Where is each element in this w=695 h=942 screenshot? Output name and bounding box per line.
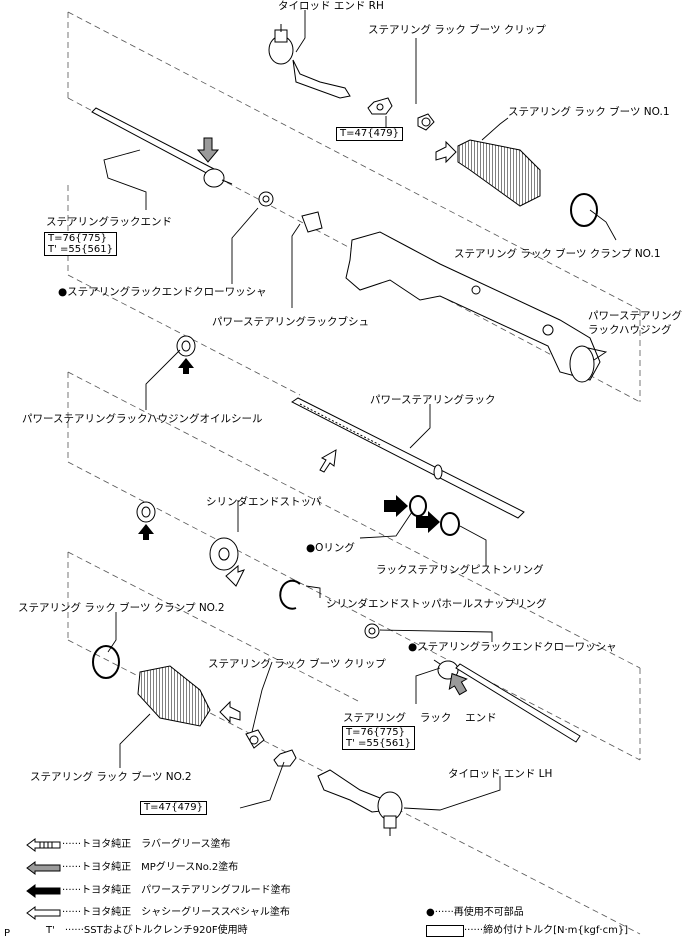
torque-rack-end-bottom-t: T=76{775} xyxy=(346,727,406,738)
rack-end-bottom xyxy=(433,659,581,743)
label-claw-washer-top: ●ステアリングラックエンドクローワッシャ xyxy=(58,286,267,298)
nut-bottom xyxy=(273,749,297,767)
chassis-grease-arrow-stopper xyxy=(225,564,245,587)
tie-rod-end-rh xyxy=(268,24,351,99)
corner-mark: P xyxy=(4,928,11,939)
mp-grease-arrow-rack-end-bottom xyxy=(448,672,468,696)
legend-non-reusable: ●······再使用不可部品 xyxy=(426,907,524,918)
boot-clip-bottom xyxy=(245,729,265,749)
legend-sst: T' ······SSTおよびトルクレンチ920F使用時 xyxy=(46,925,248,936)
chassis-grease-arrow-rack xyxy=(319,449,337,473)
torque-rack-end-top-t: T=76{775} xyxy=(48,233,108,244)
label-boot-no1: ステアリング ラック ブーツ NO.1 xyxy=(508,106,670,118)
cylinder-end-stopper xyxy=(209,537,239,571)
torque-legend-icon xyxy=(426,925,464,937)
rubber-grease-arrow-boot2 xyxy=(219,700,241,724)
mp-grease-arrow-rack-end-top xyxy=(196,137,220,163)
label-boot-no2: ステアリング ラック ブーツ NO.2 xyxy=(30,771,192,783)
torque-box-rack-end-bottom: T=76{775} T' =55{561} xyxy=(342,726,415,750)
label-boot-clip-bottom: ステアリング ラック ブーツ クリップ xyxy=(208,658,386,670)
label-rack-bush: パワーステアリングラックブシュ xyxy=(212,316,369,328)
legend-rubber-grease: ······トヨタ純正 ラバーグリース塗布 xyxy=(62,839,231,850)
label-rack-end-top: ステアリングラックエンド xyxy=(46,216,172,228)
claw-washer-top xyxy=(258,191,274,207)
label-housing-line2: ラックハウジング xyxy=(588,324,672,336)
rack-end-top xyxy=(91,107,233,188)
rack-boot-no2 xyxy=(137,665,211,727)
torque-box-rack-end-top: T=76{775} T' =55{561} xyxy=(44,232,117,256)
legend-torque-spec: ······締め付けトルク[N·m{kgf·cm}] xyxy=(464,925,629,936)
label-claw-washer-bottom: ●ステアリングラックエンドクローワッシャ xyxy=(408,641,617,653)
boot-clamp-no2 xyxy=(92,645,120,679)
legend-psf: ······トヨタ純正 パワーステアリングフルード塗布 xyxy=(62,885,291,896)
rubber-grease-arrow-boot1 xyxy=(435,140,457,164)
label-oil-seal: パワーステアリングラックハウジングオイルシール xyxy=(22,413,263,425)
label-tie-rod-end-lh: タイロッド エンド LH xyxy=(448,768,553,780)
torque-box-nut-bottom: T=47{479} xyxy=(140,801,208,815)
label-power-rack: パワーステアリングラック xyxy=(370,394,496,406)
label-tie-rod-end-rh: タイロッド エンド RH xyxy=(278,0,384,12)
snap-ring xyxy=(279,579,301,610)
label-clamp-no2: ステアリング ラック ブーツ クランプ NO.2 xyxy=(18,602,225,614)
psf-legend-icon xyxy=(26,884,61,898)
tie-rod-end-lh xyxy=(317,769,403,836)
psf-arrow-seal-left xyxy=(138,524,154,540)
rubber-grease-legend-icon xyxy=(26,838,61,852)
torque-rack-end-bottom-t-prime: T' =55{561} xyxy=(346,738,411,749)
power-steering-rack xyxy=(291,397,525,519)
label-rack-end-bottom: ステアリング ラック エンド xyxy=(343,712,497,724)
chassis-grease-legend-icon xyxy=(26,906,61,920)
oil-seal-left xyxy=(136,501,156,523)
piston-ring xyxy=(440,512,460,536)
label-cylinder-end-stopper: シリンダエンドストッパ xyxy=(206,496,322,508)
legend-chassis-grease: ······トヨタ純正 シャシーグリーススペシャル塗布 xyxy=(62,907,290,918)
o-ring xyxy=(409,495,427,517)
claw-washer-bottom xyxy=(364,623,380,639)
psf-arrow-oil-seal xyxy=(178,358,194,374)
mp-grease-legend-icon xyxy=(26,861,61,875)
psf-arrow-piston-ring xyxy=(416,511,440,533)
label-housing-line1: パワーステアリング xyxy=(588,310,682,322)
legend-mp-grease: ······トヨタ純正 MPグリースNo.2塗布 xyxy=(62,862,239,873)
oil-seal-housing xyxy=(176,335,196,357)
rack-housing xyxy=(345,231,601,383)
boot-clip-top xyxy=(417,113,435,131)
leader-lines xyxy=(103,10,617,811)
torque-box-nut-top: T=47{479} xyxy=(336,127,404,141)
boot-clamp-no1 xyxy=(570,193,598,227)
label-clamp-no1: ステアリング ラック ブーツ クランプ NO.1 xyxy=(454,248,661,260)
rack-boot-no1 xyxy=(457,139,541,207)
label-o-ring: ●Oリング xyxy=(306,542,355,554)
label-boot-clip-top: ステアリング ラック ブーツ クリップ xyxy=(368,24,546,36)
nut-top xyxy=(367,97,393,115)
label-piston-ring: ラックステアリングピストンリング xyxy=(376,564,544,576)
label-snap-ring: シリンダエンドストッパホールスナップリング xyxy=(326,598,547,610)
psf-arrow-o-ring xyxy=(384,495,408,517)
rack-bush xyxy=(301,211,323,233)
torque-rack-end-top-t-prime: T' =55{561} xyxy=(48,244,113,255)
